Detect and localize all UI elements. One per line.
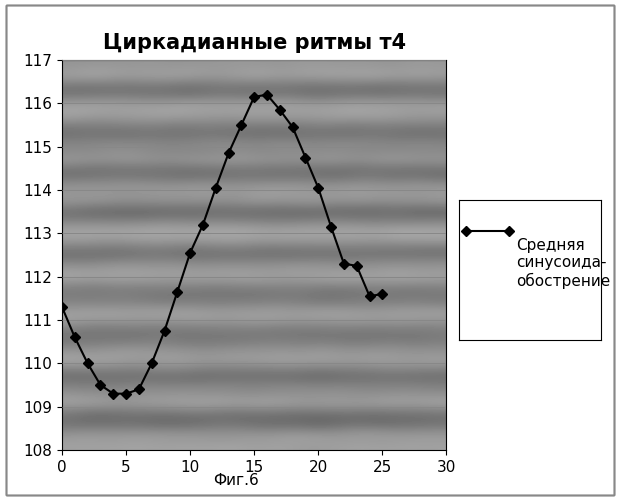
Text: Средняя
синусоида-
обострение: Средняя синусоида- обострение bbox=[516, 238, 610, 289]
Title: Циркадианные ритмы т4: Циркадианные ритмы т4 bbox=[103, 33, 405, 53]
Text: Фиг.6: Фиг.6 bbox=[213, 473, 259, 488]
